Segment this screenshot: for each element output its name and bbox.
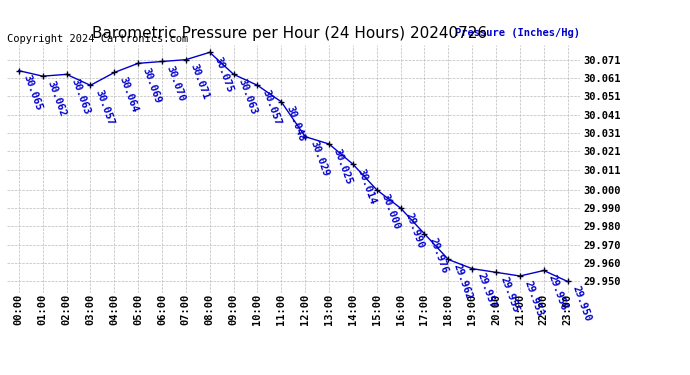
Text: Pressure (Inches/Hg): Pressure (Inches/Hg) [455,28,580,38]
Text: 30.062: 30.062 [46,79,68,118]
Text: 30.048: 30.048 [284,105,306,143]
Text: 29.950: 29.950 [571,284,593,323]
Text: 30.057: 30.057 [93,88,115,127]
Text: 30.000: 30.000 [380,193,402,231]
Text: 30.075: 30.075 [213,55,235,94]
Text: 30.069: 30.069 [141,66,163,105]
Text: 30.070: 30.070 [165,64,187,103]
Text: 29.955: 29.955 [499,275,521,314]
Text: 30.064: 30.064 [117,75,139,114]
Text: 30.025: 30.025 [332,147,354,185]
Text: 30.071: 30.071 [188,63,211,101]
Text: 30.057: 30.057 [260,88,282,127]
Text: 30.029: 30.029 [308,140,331,178]
Text: Copyright 2024 Cartronics.com: Copyright 2024 Cartronics.com [7,34,188,44]
Text: Barometric Pressure per Hour (24 Hours) 20240726: Barometric Pressure per Hour (24 Hours) … [92,26,487,41]
Text: 29.976: 29.976 [427,237,449,275]
Text: 29.956: 29.956 [546,273,569,312]
Text: 29.953: 29.953 [523,279,545,317]
Text: 30.063: 30.063 [237,77,259,116]
Text: 30.065: 30.065 [21,74,44,112]
Text: 29.990: 29.990 [404,211,426,250]
Text: 30.014: 30.014 [355,167,378,206]
Text: 30.063: 30.063 [69,77,92,116]
Text: 29.957: 29.957 [475,272,497,310]
Text: 29.962: 29.962 [451,262,473,301]
